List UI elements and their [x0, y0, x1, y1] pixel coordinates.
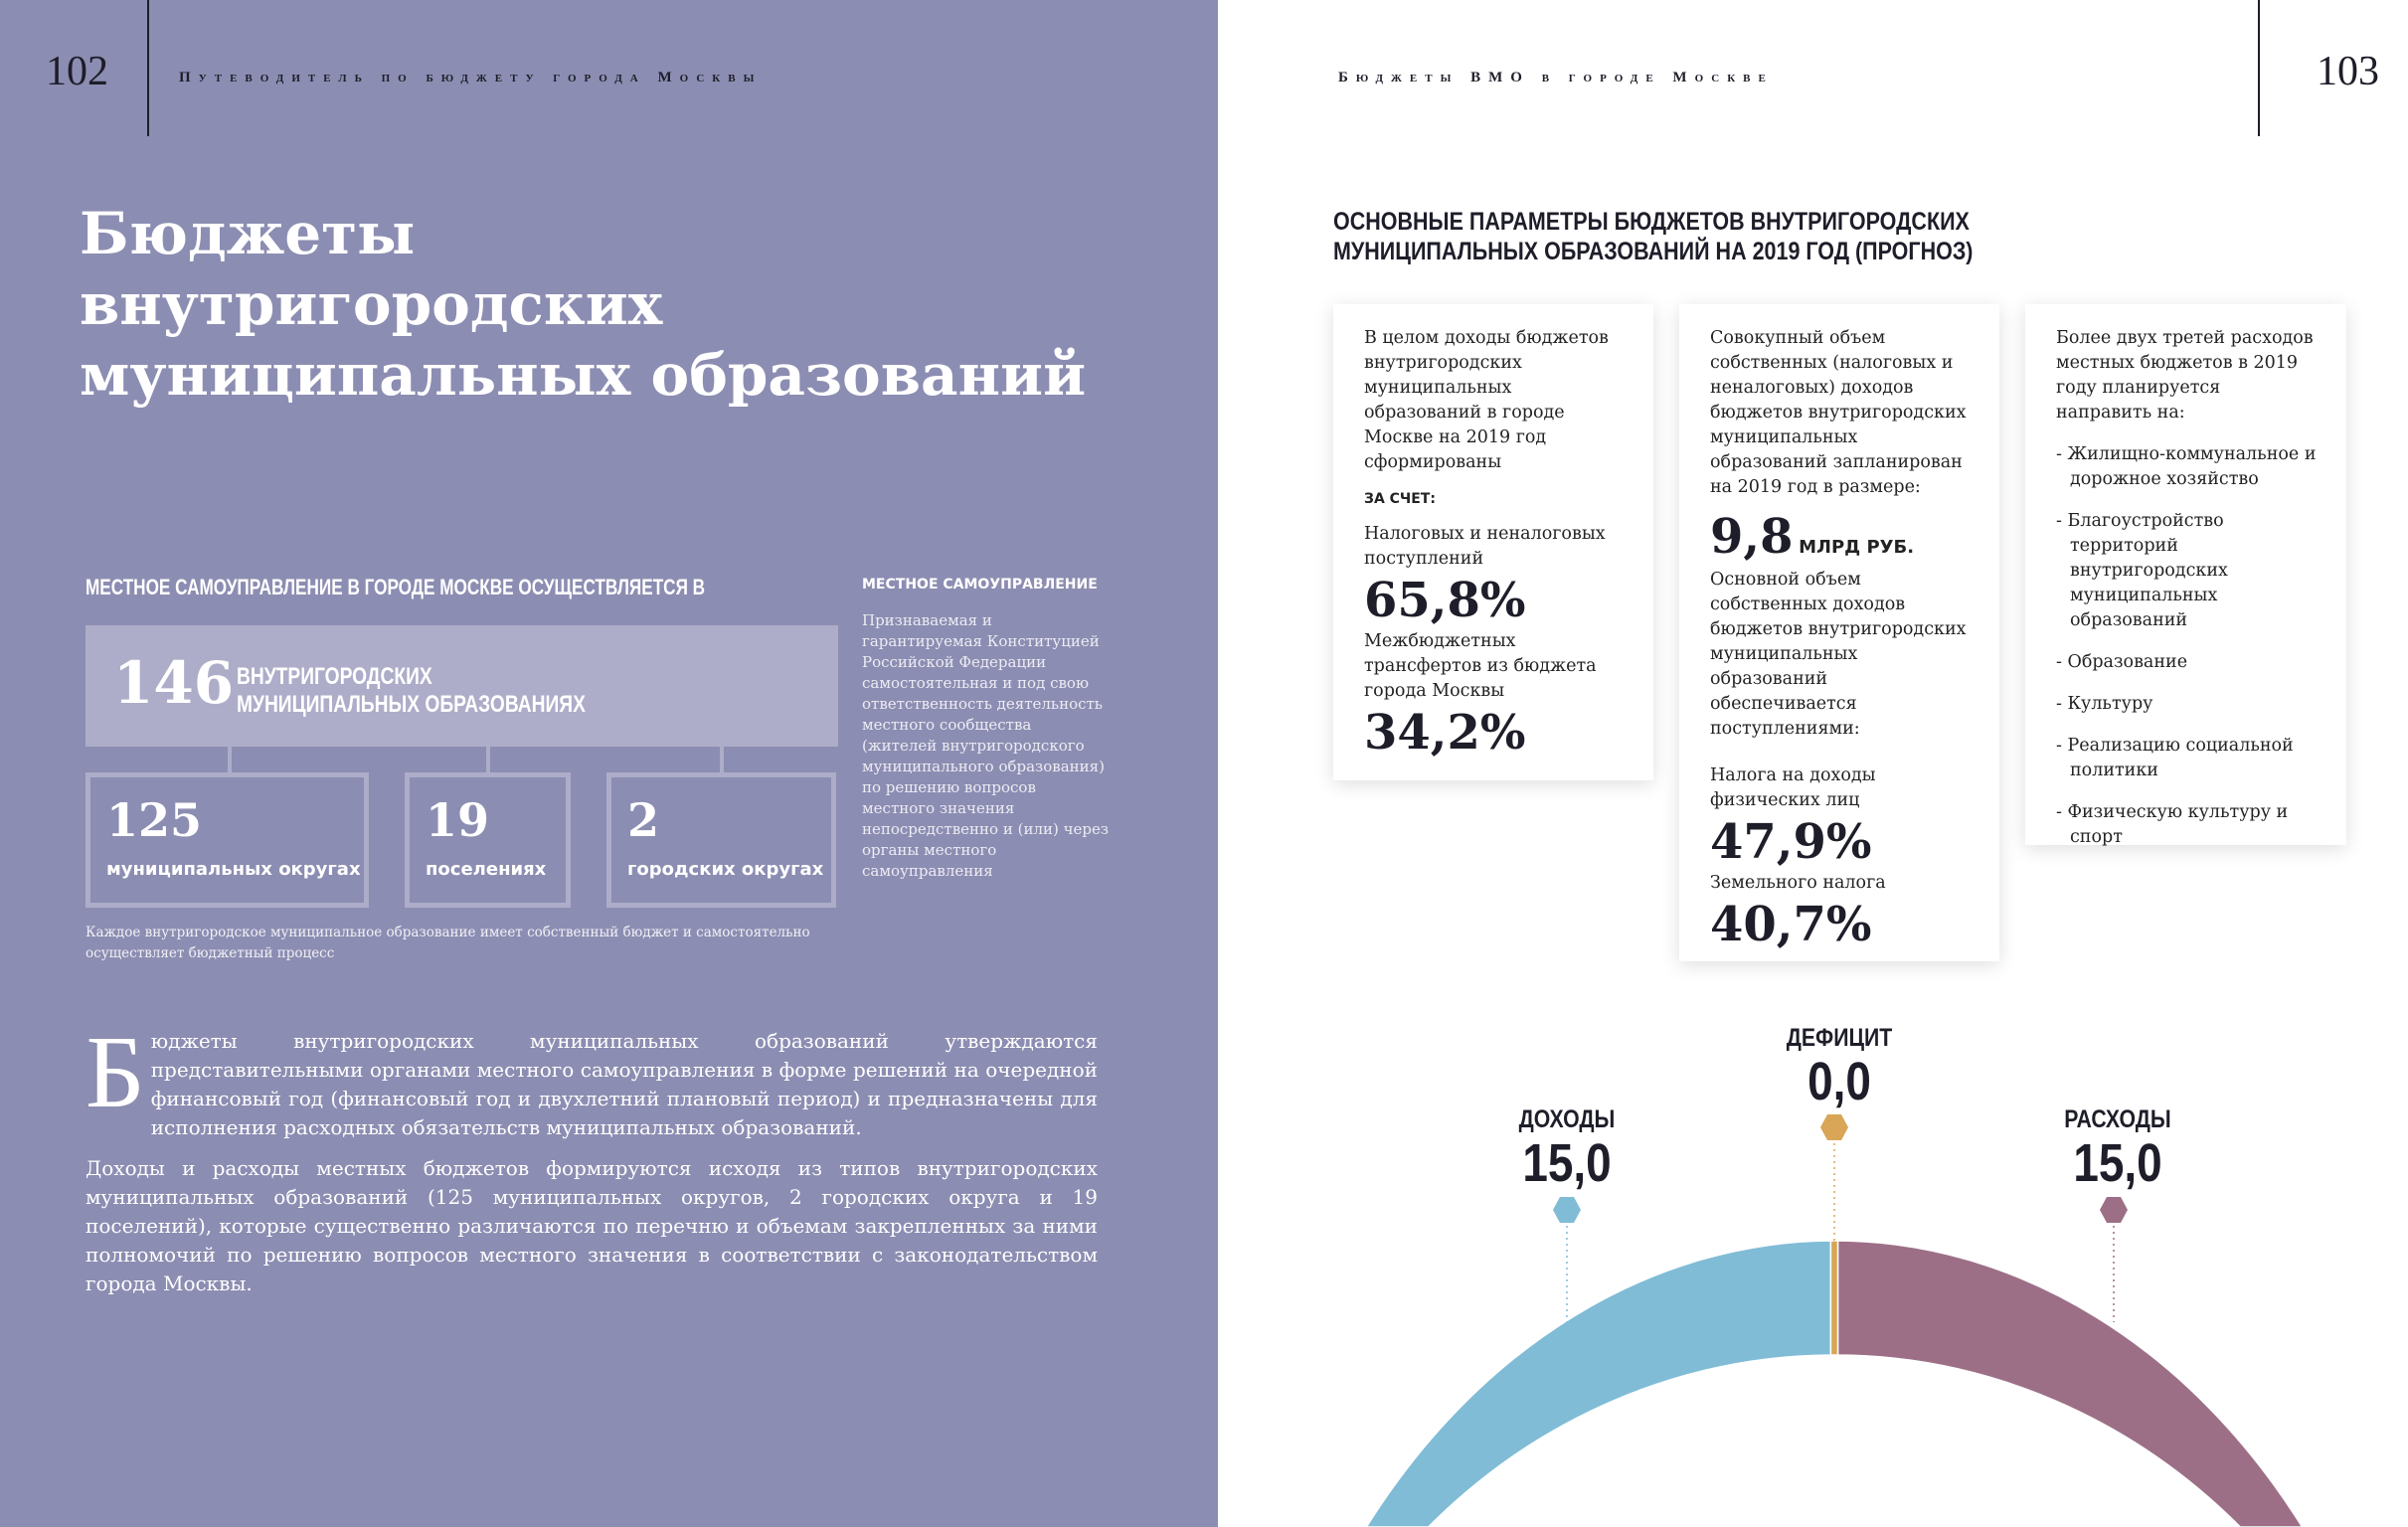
card-text: Основной объем собственных доходов бюдже…: [1710, 570, 1967, 739]
page-number: 103: [2317, 49, 2379, 94]
total-number: 146: [113, 649, 235, 717]
card-text: Более двух третей расходов местных бюдже…: [2056, 328, 2314, 423]
divider: [2258, 0, 2260, 136]
card-text: Налога на доходы физических лиц: [1710, 765, 1876, 810]
stat-value: 65,8%: [1364, 573, 1526, 628]
total-label-line: МУНИЦИПАЛЬНЫХ ОБРАЗОВАНИЯХ: [237, 691, 586, 718]
list-item: - Образование: [2056, 652, 2188, 672]
card-text: Земельного налога: [1710, 873, 1886, 893]
list-item: - Культуру: [2056, 694, 2153, 714]
page-title: Бюджеты внутригородских муниципальных об…: [80, 199, 1173, 411]
section-heading: ОСНОВНЫЕ ПАРАМЕТРЫ БЮДЖЕТОВ ВНУТРИГОРОДС…: [1333, 207, 1973, 266]
connector: [720, 747, 724, 772]
list-item: - Благоустройство территорий внутригород…: [2056, 511, 2228, 630]
category-label: ДОХОДЫ: [1518, 1105, 1616, 1133]
stat-value: 40,7%: [1710, 897, 1872, 952]
paragraph: юджеты внутригородских муниципальных обр…: [150, 1029, 1098, 1139]
category-label: РАСХОДЫ: [2064, 1105, 2171, 1133]
hexagon-marker-icon: [2100, 1197, 2128, 1223]
card-text: Межбюджетных трансфертов из бюджета горо…: [1364, 631, 1597, 701]
hexagon-marker-icon: [1820, 1114, 1848, 1140]
total-box: 146 ВНУТРИГОРОДСКИХ МУНИЦИПАЛЬНЫХ ОБРАЗОВ…: [86, 625, 838, 747]
list-item: - Реализацию социальной политики: [2056, 736, 2294, 780]
divider: [147, 0, 149, 136]
income-segment: [1365, 1240, 1832, 1527]
heading-line: МУНИЦИПАЛЬНЫХ ОБРАЗОВАНИЙ НА 2019 ГОД (П…: [1333, 238, 1974, 265]
left-page: 102 Путеводитель по бюджету города Москв…: [0, 0, 1218, 1527]
part-label: городских округах: [627, 859, 824, 880]
hexagon-marker-icon: [1553, 1197, 1581, 1223]
deficit-segment: [1829, 1240, 1839, 1356]
value-label: 0,0: [1807, 1052, 1871, 1111]
title-line: Бюджеты: [80, 200, 416, 267]
expense-list: - Жилищно-коммунальное и дорожное хозяйс…: [2056, 442, 2319, 850]
paragraph: Доходы и расходы местных бюджетов формир…: [86, 1156, 1098, 1295]
sidebar-heading: МЕСТНОЕ САМОУПРАВЛЕНИЕ: [862, 577, 1098, 593]
list-item: - Жилищно-коммунальное и дорожное хозяйс…: [2056, 444, 2317, 489]
card-label: ЗА СЧЕТ:: [1364, 491, 1436, 507]
part-number: 125: [106, 793, 203, 847]
stat-value: 47,9%: [1710, 814, 1872, 870]
connector: [228, 747, 232, 772]
heading-line: ОСНОВНЫЕ ПАРАМЕТРЫ БЮДЖЕТОВ ВНУТРИГОРОДС…: [1333, 208, 1970, 236]
part-box: 19 поселениях: [405, 772, 571, 908]
running-head: Бюджеты ВМО в городе Москве: [1338, 70, 1774, 85]
part-label: поселениях: [426, 859, 547, 880]
connector: [486, 747, 490, 772]
expenses-segment: [1836, 1240, 2304, 1527]
value-label: 15,0: [1522, 1133, 1612, 1193]
part-box: 2 городских округах: [606, 772, 836, 908]
stat-value: 9,8: [1710, 509, 1794, 565]
income-label: ДОХОДЫ 15,0: [1448, 1105, 1686, 1192]
category-label: ДЕФИЦИТ: [1786, 1024, 1893, 1052]
page-number: 102: [46, 49, 108, 94]
section-heading: МЕСТНОЕ САМОУПРАВЛЕНИЕ В ГОРОДЕ МОСКВЕ О…: [86, 575, 706, 599]
deficit-label: ДЕФИЦИТ 0,0: [1720, 1024, 1959, 1110]
card-text: В целом доходы бюджетов внутригородских …: [1364, 328, 1609, 472]
stat-value: 34,2%: [1364, 705, 1526, 761]
sidebar-text: Признаваемая и гарантируемая Конституцие…: [862, 611, 1110, 880]
expenses-label: РАСХОДЫ 15,0: [1998, 1105, 2237, 1192]
income-card: В целом доходы бюджетов внутригородских …: [1333, 304, 1653, 780]
footnote: Каждое внутригородское муниципальное обр…: [86, 925, 810, 961]
part-number: 2: [627, 793, 660, 847]
value-label: 15,0: [2073, 1133, 2162, 1193]
own-revenue-card: Совокупный объем собственных (налоговых …: [1679, 304, 1999, 961]
drop-cap: Б: [86, 1015, 145, 1129]
total-label: ВНУТРИГОРОДСКИХ МУНИЦИПАЛЬНЫХ ОБРАЗОВАНИЯ…: [237, 663, 586, 719]
part-label: муниципальных округах: [106, 859, 361, 880]
title-line: муниципальных образований: [80, 341, 1087, 409]
list-item: - Физическую культуру и спорт: [2056, 802, 2289, 847]
part-number: 19: [426, 793, 490, 847]
running-head: Путеводитель по бюджету города Москвы: [179, 70, 763, 85]
part-box: 125 муниципальных округах: [86, 772, 369, 908]
expenses-card: Более двух третей расходов местных бюдже…: [2025, 304, 2346, 847]
title-line: внутригородских: [80, 270, 663, 338]
total-label-line: ВНУТРИГОРОДСКИХ: [237, 663, 432, 690]
card-text: Налоговых и неналоговых поступлений: [1364, 524, 1606, 569]
card-text: Совокупный объем собственных (налоговых …: [1710, 328, 1967, 497]
amount-row: 9,8 МЛРД РУБ.: [1710, 508, 1972, 566]
unit-label: МЛРД РУБ.: [1799, 537, 1915, 558]
